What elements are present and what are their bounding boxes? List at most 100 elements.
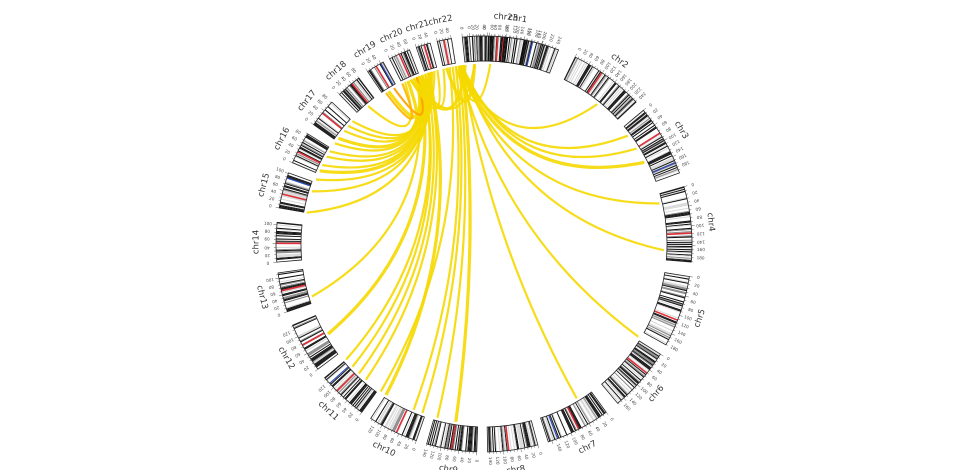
band xyxy=(387,405,400,429)
band xyxy=(429,420,438,446)
tick xyxy=(365,68,368,72)
centromere-marker xyxy=(395,409,408,433)
tick xyxy=(374,64,376,67)
tick xyxy=(397,52,400,55)
band xyxy=(503,425,508,451)
link-36 xyxy=(387,80,419,119)
tick xyxy=(555,46,557,49)
centromere-marker xyxy=(321,112,343,130)
tick-label: 60 xyxy=(272,181,279,187)
band xyxy=(400,53,412,77)
chromosome-label-chr22: chr22 xyxy=(428,13,454,27)
band xyxy=(418,46,428,71)
tick xyxy=(283,311,288,314)
ideogram-outline xyxy=(623,109,680,182)
tick xyxy=(596,67,599,70)
band xyxy=(647,150,671,163)
tick-label: 140 xyxy=(555,443,563,453)
tick-label: 220 xyxy=(548,33,555,42)
tick xyxy=(411,439,413,442)
band xyxy=(297,325,321,338)
tick xyxy=(314,368,319,372)
band xyxy=(284,182,310,192)
tick-label: 0 xyxy=(666,356,671,362)
band xyxy=(630,118,651,135)
link-5 xyxy=(461,64,637,159)
centromere-marker xyxy=(566,406,580,430)
band xyxy=(646,327,669,341)
band xyxy=(368,70,384,92)
tick xyxy=(683,185,688,187)
tick-label: 40 xyxy=(482,24,487,30)
band xyxy=(640,135,662,150)
tick xyxy=(650,117,652,120)
band xyxy=(549,414,560,439)
tick-label: 100 xyxy=(285,337,295,345)
band xyxy=(586,71,602,93)
band xyxy=(314,122,336,139)
band xyxy=(541,417,551,442)
tick xyxy=(664,138,668,141)
tick xyxy=(401,435,403,438)
band xyxy=(497,426,501,452)
band xyxy=(662,284,687,292)
tick xyxy=(357,409,359,412)
band xyxy=(438,40,446,66)
band xyxy=(493,426,497,452)
ideogram-outline xyxy=(659,186,693,263)
band xyxy=(339,93,358,113)
band xyxy=(609,376,628,396)
band xyxy=(663,203,689,210)
band xyxy=(617,101,637,120)
band xyxy=(489,36,492,62)
band xyxy=(545,415,556,440)
band xyxy=(531,43,539,68)
band xyxy=(346,87,364,107)
band xyxy=(276,255,302,258)
band xyxy=(566,58,580,82)
tick-label: 140 xyxy=(697,240,705,245)
tick xyxy=(588,61,591,65)
band xyxy=(341,92,359,112)
centromere-marker xyxy=(587,72,603,94)
tick-label: 80 xyxy=(350,67,357,75)
tick xyxy=(299,343,302,345)
band xyxy=(276,251,302,254)
tick xyxy=(591,64,593,67)
band xyxy=(580,67,595,90)
tick-label: 40 xyxy=(692,291,699,297)
band xyxy=(283,292,308,301)
band xyxy=(502,426,506,451)
band xyxy=(577,65,592,88)
band xyxy=(276,240,302,242)
tick-label: 20 xyxy=(307,110,315,117)
tick-label: 0 xyxy=(609,417,615,422)
band xyxy=(360,390,376,412)
band xyxy=(657,302,682,312)
centromere-marker xyxy=(626,357,648,374)
band xyxy=(660,291,686,299)
tick xyxy=(656,126,659,129)
centromere-marker xyxy=(351,82,369,104)
band xyxy=(278,270,304,276)
band xyxy=(665,220,691,225)
centromere-marker xyxy=(653,310,678,321)
tick-label: 40 xyxy=(423,32,429,39)
band xyxy=(515,39,521,64)
band xyxy=(666,223,692,227)
band xyxy=(276,256,302,259)
band xyxy=(281,195,307,203)
band xyxy=(417,46,426,71)
tick xyxy=(551,45,553,48)
band xyxy=(491,426,494,452)
ideogram-outline xyxy=(389,49,419,82)
band xyxy=(304,336,327,350)
band xyxy=(666,243,692,245)
tick-label: 0 xyxy=(277,312,281,318)
band xyxy=(307,340,329,355)
tick xyxy=(285,176,288,178)
tick-label: 100 xyxy=(603,61,612,71)
tick xyxy=(293,155,296,157)
